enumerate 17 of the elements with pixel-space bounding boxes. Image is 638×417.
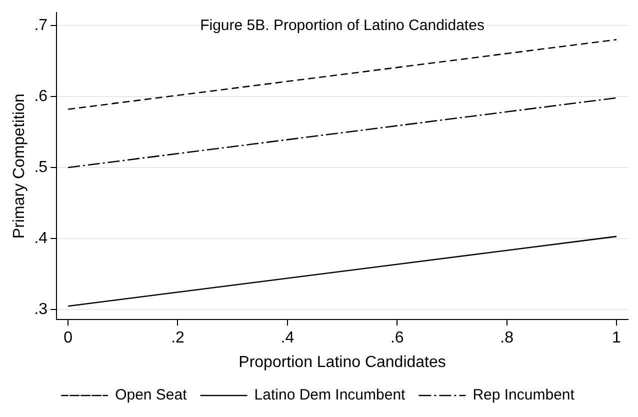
x-tick-label: .2 bbox=[171, 330, 185, 347]
y-tick-label: .3 bbox=[34, 301, 48, 318]
x-tick-label: .4 bbox=[280, 330, 294, 347]
x-tick-label: .6 bbox=[390, 330, 404, 347]
y-tick-label: .4 bbox=[34, 230, 48, 247]
x-axis-title: Proportion Latino Candidates bbox=[238, 354, 446, 371]
legend-label: Open Seat bbox=[115, 386, 188, 404]
y-tick-label: .5 bbox=[34, 158, 48, 176]
y-tick-label: .7 bbox=[34, 16, 48, 34]
x-tick-label: 1 bbox=[612, 330, 622, 347]
legend-label: Rep Incumbent bbox=[472, 386, 576, 404]
x-tick-label: .8 bbox=[500, 330, 514, 347]
x-tick-label: 0 bbox=[64, 330, 73, 347]
y-axis-title: Primary Competition bbox=[11, 94, 28, 239]
y-tick-label: .6 bbox=[34, 88, 48, 105]
chart-title: Figure 5B. Proportion of Latino Candidates bbox=[200, 17, 484, 34]
legend-label: Latino Dem Incumbent bbox=[254, 386, 406, 404]
